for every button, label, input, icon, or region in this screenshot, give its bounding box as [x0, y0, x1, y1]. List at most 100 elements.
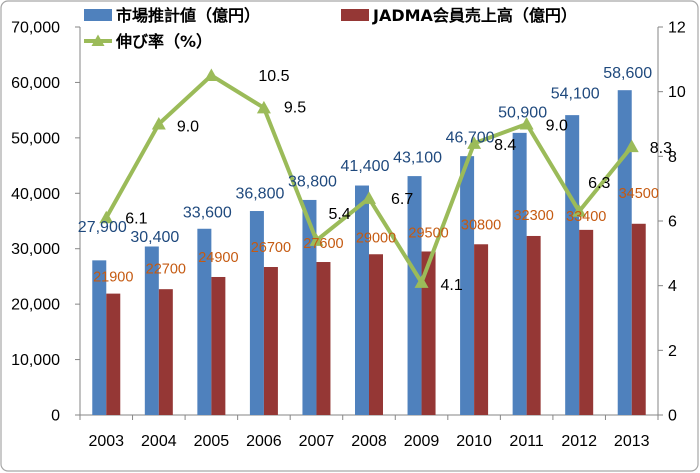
marker-growth-rate-2011 — [519, 117, 534, 130]
data-label-jadma-sales-2011: 32300 — [513, 208, 553, 224]
right-axis-tick-label: 4 — [668, 278, 677, 295]
marker-growth-rate-2007 — [309, 233, 324, 246]
bar-market-estimate-2013 — [617, 90, 632, 415]
marker-growth-rate-2009 — [414, 275, 429, 288]
marker-growth-rate-2005 — [204, 68, 219, 81]
marker-growth-rate-2006 — [256, 100, 271, 114]
bar-market-estimate-2005 — [197, 228, 212, 415]
bar-jadma-sales-2004 — [158, 289, 173, 415]
bar-market-estimate-2006 — [249, 211, 264, 415]
bar-market-estimate-2008 — [355, 185, 369, 415]
left-axis-tick-label: 70,000 — [11, 20, 60, 37]
left-axis-tick-label: 30,000 — [11, 241, 60, 258]
left-axis-tick-label: 10,000 — [11, 352, 60, 369]
left-axis-tick-label: 40,000 — [11, 186, 60, 203]
x-axis-label-2013: 2013 — [614, 433, 650, 450]
x-axis-label-2004: 2004 — [141, 433, 177, 450]
marker-growth-rate-2004 — [151, 117, 166, 130]
x-axis-ticks: 2003 2004 2005 2006 2007 2008 2009 2010 2011 2012… — [79, 415, 659, 450]
data-label-market-estimate-2003: 27,900 — [78, 219, 127, 236]
marker-growth-rate-2012 — [572, 204, 587, 217]
bar-jadma-sales-2013 — [631, 223, 646, 415]
x-axis-label-2008: 2008 — [351, 433, 387, 450]
growth-rate-line-layer — [99, 68, 639, 288]
bar-jadma-sales-2011 — [526, 235, 541, 415]
bar-jadma-sales-2005 — [211, 276, 226, 415]
right-axis-tick-label: 8 — [668, 149, 677, 166]
legend-swatch-jadma-sales — [341, 9, 369, 21]
data-label-market-estimate-2010: 46,700 — [446, 130, 495, 147]
data-label-market-estimate-2008: 41,400 — [341, 158, 390, 175]
bar-jadma-sales-2003 — [106, 293, 121, 415]
data-label-growth-rate-2012: 6.3 — [588, 175, 610, 192]
data-label-market-estimate-2009: 43,100 — [393, 150, 442, 167]
right-axis-ticks: 0 2 4 6 8 10 12 — [658, 20, 686, 425]
data-label-jadma-sales-2006: 26700 — [251, 240, 291, 256]
data-label-growth-rate-2011: 9.0 — [546, 118, 568, 135]
bar-market-estimate-2003 — [92, 260, 107, 415]
data-label-jadma-sales-2010: 30800 — [461, 217, 501, 233]
legend-label-market-estimate: 市場推計値（億円） — [116, 6, 260, 25]
marker-growth-rate-2003 — [99, 210, 114, 224]
x-axis-label-2005: 2005 — [194, 433, 230, 450]
data-label-market-estimate-2006: 36,800 — [235, 186, 284, 203]
data-label-market-estimate-2007: 38,800 — [288, 174, 337, 191]
data-label-market-estimate-2013: 58,600 — [603, 65, 652, 82]
bar-market-estimate-2009 — [407, 176, 422, 415]
bar-jadma-sales-2007 — [316, 262, 331, 415]
data-label-market-estimate-2005: 33,600 — [183, 204, 232, 221]
legend-label-growth-rate: 伸び率（%） — [115, 32, 212, 51]
right-axis-tick-label: 10 — [668, 84, 686, 101]
data-label-growth-rate-2005: 10.5 — [258, 68, 289, 85]
data-label-market-estimate-2004: 30,400 — [130, 229, 179, 246]
x-axis-label-2009: 2009 — [404, 433, 440, 450]
data-label-market-estimate-2012: 54,100 — [551, 86, 600, 103]
bar-jadma-sales-2010 — [474, 244, 489, 415]
data-label-growth-rate-2013: 8.3 — [650, 140, 672, 157]
legend-label-jadma-sales: JADMA会員売上高（億円） — [372, 6, 577, 25]
right-axis-tick-label: 12 — [668, 20, 686, 37]
left-axis-tick-label: 20,000 — [11, 297, 60, 314]
bar-market-estimate-2004 — [144, 246, 159, 415]
data-label-jadma-sales-2005: 24900 — [198, 250, 238, 266]
x-axis-label-2010: 2010 — [456, 433, 492, 450]
right-axis-tick-label: 6 — [668, 214, 677, 231]
bar-jadma-sales-2009 — [421, 251, 436, 415]
data-label-growth-rate-2007: 5.4 — [328, 206, 350, 223]
data-label-jadma-sales-2009: 29500 — [408, 226, 448, 242]
bar-jadma-sales-2006 — [263, 267, 278, 415]
x-axis-label-2011: 2011 — [509, 433, 544, 450]
x-axis-label-2012: 2012 — [561, 433, 597, 450]
data-label-market-estimate-2011: 50,900 — [498, 104, 547, 121]
left-axis-ticks: 0 10,000 20,000 30,000 40,000 50,000 60,000 70,… — [11, 20, 80, 425]
bar-market-estimate-2010 — [460, 156, 475, 416]
x-axis-label-2006: 2006 — [246, 433, 282, 450]
legend-swatch-market-estimate — [84, 9, 112, 21]
bar-market-estimate-2007 — [302, 199, 317, 415]
data-label-jadma-sales-2007: 27600 — [303, 236, 343, 252]
data-label-growth-rate-2006: 9.5 — [284, 99, 306, 116]
x-axis-label-2003: 2003 — [88, 433, 124, 450]
marker-growth-rate-2013 — [624, 139, 639, 153]
data-label-growth-rate-2008: 6.7 — [391, 191, 413, 208]
data-label-jadma-sales-2003: 21900 — [93, 270, 133, 286]
right-axis-tick-label: 0 — [668, 408, 677, 425]
data-label-growth-rate-2004: 9.0 — [177, 119, 199, 136]
bar-market-estimate-2012 — [565, 115, 580, 415]
data-label-growth-rate-2010: 8.4 — [494, 137, 516, 154]
left-axis-tick-label: 0 — [51, 408, 60, 425]
bar-jadma-sales-2012 — [579, 229, 594, 415]
marker-growth-rate-2010 — [467, 136, 482, 149]
left-axis-tick-label: 50,000 — [11, 130, 60, 147]
data-label-jadma-sales-2013: 34500 — [619, 186, 659, 202]
legend-triangle-marker-icon — [91, 34, 105, 46]
data-label-growth-rate-2009: 4.1 — [441, 277, 463, 294]
marker-growth-rate-2008 — [362, 191, 376, 204]
right-axis-tick-label: 2 — [668, 343, 677, 360]
data-label-jadma-sales-2008: 29000 — [356, 230, 396, 246]
data-label-growth-rate-2003: 6.1 — [125, 210, 147, 227]
data-label-jadma-sales-2004: 22700 — [146, 261, 186, 277]
x-axis-label-2007: 2007 — [299, 433, 335, 450]
